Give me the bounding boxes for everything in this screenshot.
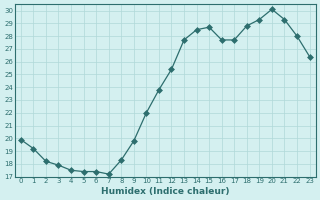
X-axis label: Humidex (Indice chaleur): Humidex (Indice chaleur) (101, 187, 229, 196)
